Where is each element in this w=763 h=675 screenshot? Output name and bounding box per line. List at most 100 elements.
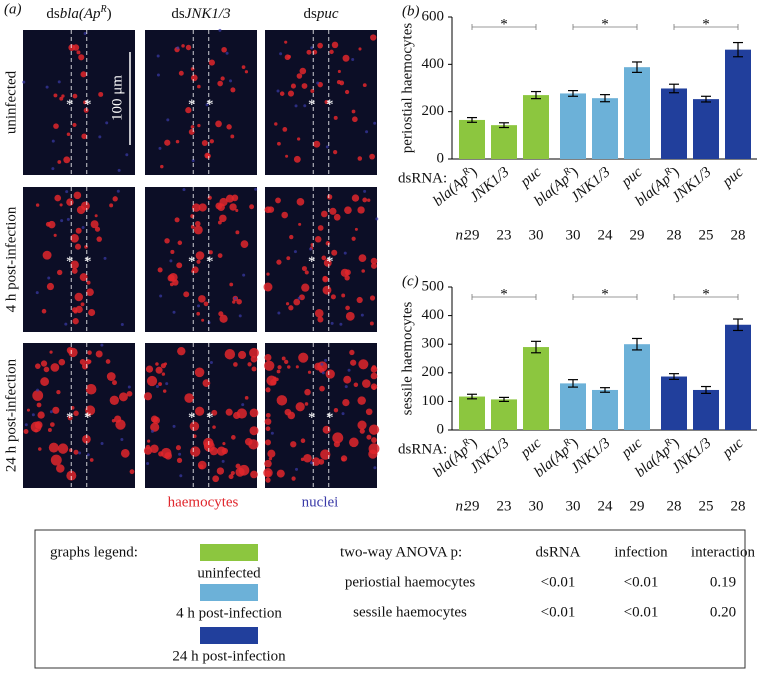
nucleus xyxy=(293,250,297,254)
haemocyte xyxy=(277,365,282,370)
haemocyte xyxy=(59,203,63,207)
haemocyte xyxy=(250,470,258,479)
n-value: 25 xyxy=(699,498,714,514)
haemocyte xyxy=(176,262,183,269)
haemocyte xyxy=(345,305,350,311)
haemocyte xyxy=(75,227,82,234)
nucleus xyxy=(241,403,245,407)
anova-cell: <0.01 xyxy=(541,574,576,590)
haemocyte xyxy=(324,99,329,105)
haemocyte xyxy=(172,279,179,286)
haemocyte xyxy=(273,376,277,380)
haemocyte xyxy=(161,447,172,459)
haemocyte xyxy=(183,291,190,298)
haemocyte xyxy=(358,359,369,370)
nucleus xyxy=(127,385,131,389)
haemocyte xyxy=(87,350,92,355)
haemocyte xyxy=(169,282,174,287)
bar xyxy=(725,324,751,430)
haemocyte xyxy=(317,225,324,231)
haemocyte xyxy=(185,107,192,114)
text-part: puc xyxy=(517,435,545,462)
haemocyte xyxy=(265,439,271,446)
image-marker: * xyxy=(84,254,92,270)
haemocyte xyxy=(232,300,236,304)
haemocyte xyxy=(197,84,201,89)
nucleus xyxy=(57,80,61,84)
haemocyte xyxy=(296,198,305,206)
haemocyte xyxy=(66,470,77,481)
haemocyte xyxy=(167,274,175,282)
nucleus xyxy=(279,52,283,56)
text-part: JNK1/3 xyxy=(185,6,231,22)
haemocyte xyxy=(23,429,29,434)
haemocyte xyxy=(325,241,331,246)
haemocyte xyxy=(288,305,294,311)
nucleus xyxy=(297,296,301,300)
haemocyte xyxy=(48,220,56,229)
haemocyte xyxy=(109,203,114,208)
haemocyte xyxy=(251,366,257,372)
haemocyte xyxy=(98,91,104,97)
haemocyte xyxy=(344,89,350,95)
haemocyte xyxy=(198,464,204,470)
haemocyte xyxy=(323,258,332,267)
bar xyxy=(491,399,517,430)
haemocyte xyxy=(94,226,101,232)
x-tick-label: puc xyxy=(618,435,646,462)
haemocyte xyxy=(322,276,329,283)
haemocyte xyxy=(160,363,166,369)
micrograph xyxy=(265,30,377,175)
haemocyte xyxy=(198,203,207,212)
haemocyte xyxy=(161,372,166,376)
haemocyte xyxy=(72,318,79,325)
haemocyte xyxy=(34,363,41,369)
haemocyte xyxy=(325,369,335,379)
nucleus xyxy=(363,189,367,193)
haemocyte xyxy=(217,220,222,225)
nucleus xyxy=(330,321,334,325)
haemocyte xyxy=(295,402,305,412)
nucleus xyxy=(191,159,195,163)
haemocyte xyxy=(184,393,194,403)
image-marker: * xyxy=(206,254,214,270)
n-value: 30 xyxy=(566,227,581,243)
nucleus xyxy=(47,276,51,280)
n-value: 28 xyxy=(667,498,682,514)
haemocyte xyxy=(279,91,285,96)
anova-column: infection xyxy=(614,544,668,560)
haemocyte xyxy=(229,282,234,287)
nucleus xyxy=(221,459,225,463)
row-label: uninfected xyxy=(3,70,19,134)
haemocyte xyxy=(231,435,236,440)
haemocyte xyxy=(366,434,372,440)
error-bar xyxy=(600,94,610,103)
significance-bracket xyxy=(673,24,739,30)
haemocyte xyxy=(299,67,307,75)
legend-label: uninfected xyxy=(197,565,261,581)
nucleus xyxy=(238,314,242,318)
nucleus xyxy=(320,362,324,366)
nucleus xyxy=(276,89,280,93)
nucleus xyxy=(155,385,159,389)
haemocyte xyxy=(317,42,323,49)
nucleus xyxy=(321,371,325,375)
haemocyte xyxy=(296,73,303,79)
haemocyte xyxy=(177,240,183,246)
haemocyte xyxy=(68,448,73,453)
haemocyte xyxy=(351,236,356,241)
nucleus xyxy=(233,296,237,300)
nucleus xyxy=(83,31,87,35)
haemocyte xyxy=(356,296,363,304)
haemocyte xyxy=(341,293,346,298)
significance-bracket xyxy=(673,294,739,300)
significance: * xyxy=(601,16,609,32)
haemocyte xyxy=(85,359,91,365)
haemocyte xyxy=(333,115,338,120)
haemocyte xyxy=(264,360,275,371)
haemocyte xyxy=(70,260,79,269)
image-marker: * xyxy=(308,254,316,270)
haemocyte xyxy=(235,230,240,235)
text-part: puc xyxy=(316,6,339,22)
haemocyte xyxy=(52,406,60,414)
